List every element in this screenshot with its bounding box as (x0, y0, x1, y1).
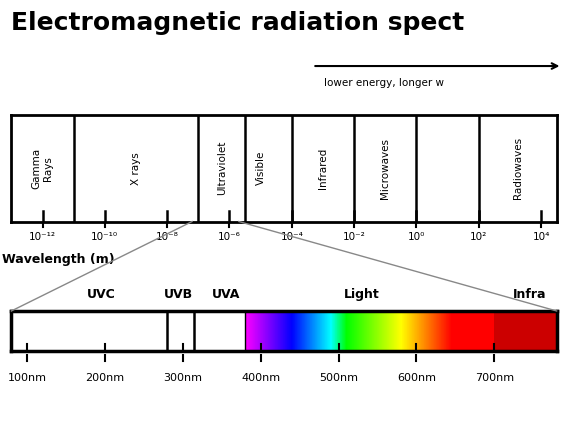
Bar (494, 311, 557, 351)
Text: Infrared: Infrared (318, 148, 328, 189)
Text: 400nm: 400nm (241, 373, 280, 383)
Bar (11, 311, 245, 351)
Text: Wavelength (m): Wavelength (m) (2, 253, 115, 266)
Text: Ultraviolet: Ultraviolet (216, 141, 227, 196)
Text: Gamma
Rays: Gamma Rays (32, 148, 53, 189)
Text: 10⁴: 10⁴ (532, 232, 550, 242)
Text: 10²: 10² (470, 232, 487, 242)
Text: 200nm: 200nm (85, 373, 124, 383)
Text: 10⁻⁴: 10⁻⁴ (281, 232, 303, 242)
Text: Light: Light (344, 288, 380, 301)
Text: Microwaves: Microwaves (380, 138, 390, 199)
Text: lower energy, longer w: lower energy, longer w (324, 78, 444, 87)
Text: 600nm: 600nm (397, 373, 436, 383)
Text: 10⁻⁶: 10⁻⁶ (218, 232, 241, 242)
Text: 10⁰: 10⁰ (408, 232, 425, 242)
Text: UVA: UVA (211, 288, 240, 301)
Text: Electromagnetic radiation spect: Electromagnetic radiation spect (11, 11, 465, 35)
Text: 700nm: 700nm (475, 373, 514, 383)
Text: UVB: UVB (164, 288, 193, 301)
Text: 300nm: 300nm (163, 373, 202, 383)
Text: 500nm: 500nm (319, 373, 358, 383)
Text: 10⁻²: 10⁻² (343, 232, 365, 242)
Text: 100nm: 100nm (7, 373, 47, 383)
Text: Infra: Infra (513, 288, 546, 301)
Text: UVC: UVC (86, 288, 115, 301)
Text: Radiowaves: Radiowaves (513, 137, 523, 199)
Text: Visible: Visible (256, 151, 266, 185)
Text: X rays: X rays (131, 152, 141, 184)
Text: 10⁻¹²: 10⁻¹² (29, 232, 56, 242)
Text: 10⁻⁸: 10⁻⁸ (156, 232, 178, 242)
Text: 10⁻¹⁰: 10⁻¹⁰ (91, 232, 118, 242)
